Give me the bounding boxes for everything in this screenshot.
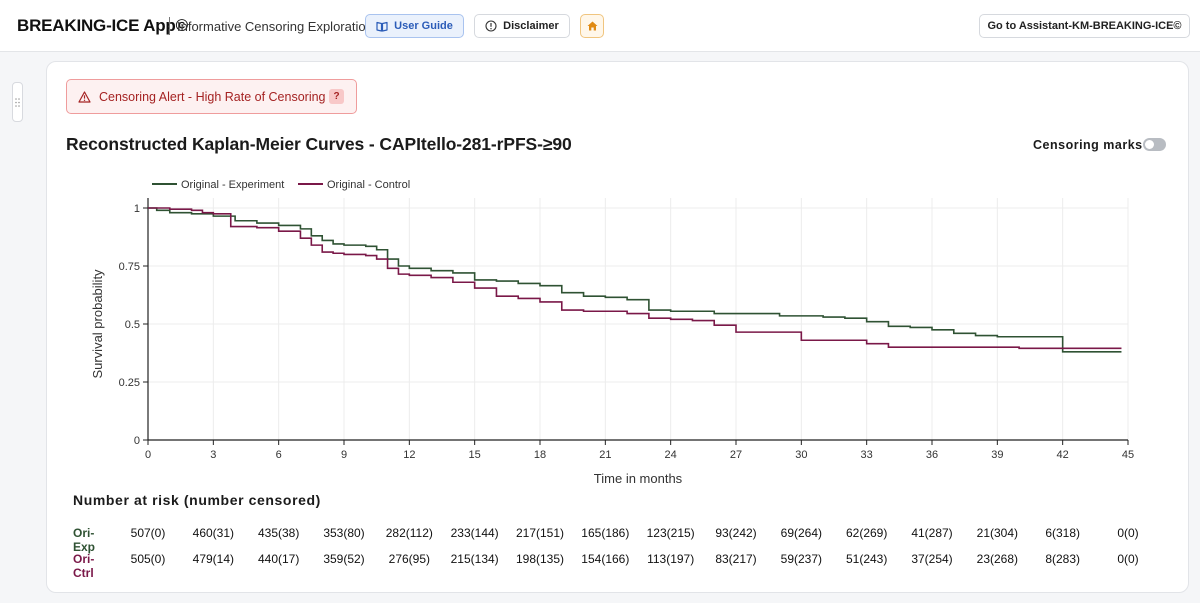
risk-cell: 479(14) <box>192 552 235 566</box>
user-guide-label: User Guide <box>394 20 453 32</box>
km-plot: 0 3 6 9 12 15 18 21 24 27 30 33 36 39 42 45 0 0.25 0.5 0.75… <box>80 170 1150 500</box>
title-divider <box>169 17 170 35</box>
x-tick-label: 6 <box>276 449 282 461</box>
risk-cell: 41(287) <box>911 526 953 540</box>
x-tick-label: 15 <box>469 449 481 461</box>
risk-cell: 435(38) <box>257 526 300 540</box>
y-tick-label: 0.25 <box>119 377 140 389</box>
risk-cell: 62(269) <box>845 526 888 540</box>
risk-row-label: Ori-Ctrl <box>73 552 95 580</box>
alert-text: Censoring Alert - High Rate of Censoring <box>99 89 326 104</box>
drag-grip-icon <box>15 97 20 107</box>
y-tick-label: 0.75 <box>119 261 140 273</box>
risk-row-label: Ori-Exp <box>73 526 96 554</box>
risk-cell: 93(242) <box>715 526 757 540</box>
risk-cell: 359(52) <box>323 552 365 566</box>
risk-cell: 460(31) <box>192 526 235 540</box>
risk-cell: 440(17) <box>257 552 300 566</box>
top-bar: BREAKING-ICE App© Informative Censoring … <box>0 0 1200 52</box>
info-circle-icon <box>485 20 497 32</box>
experiment-curve <box>148 207 1122 353</box>
assistant-button[interactable]: Go to Assistant-KM-BREAKING-ICE© <box>979 14 1190 38</box>
y-tick-label: 1 <box>134 203 140 215</box>
risk-cell: 282(112) <box>385 526 433 540</box>
risk-cell: 505(0) <box>130 552 166 566</box>
risk-cell: 83(217) <box>715 552 757 566</box>
x-tick-label: 18 <box>534 449 546 461</box>
x-tick-label: 0 <box>145 449 151 461</box>
risk-cell: 8(283) <box>1045 552 1080 566</box>
x-tick-label: 27 <box>730 449 742 461</box>
risk-cell: 6(318) <box>1045 526 1080 540</box>
legend-control: Original - Control <box>327 179 410 191</box>
risk-table-title: Number at risk (number censored) <box>73 492 321 508</box>
x-axis-label: Time in months <box>594 471 683 486</box>
y-tick-label: 0.5 <box>125 319 140 331</box>
risk-cell: 353(80) <box>323 526 365 540</box>
control-curve <box>148 207 1122 350</box>
risk-cell: 198(135) <box>515 552 565 566</box>
risk-cell: 21(304) <box>976 526 1019 540</box>
x-tick-label: 12 <box>403 449 415 461</box>
km-chart-svg: 0 3 6 9 12 15 18 21 24 27 30 33 36 39 42 4500.250.50.75… <box>90 179 1134 486</box>
x-tick-label: 30 <box>795 449 807 461</box>
x-tick-label: 24 <box>665 449 677 461</box>
risk-cell: 59(237) <box>780 552 823 566</box>
risk-cell: 154(166) <box>581 552 630 566</box>
warning-triangle-icon <box>78 90 91 103</box>
risk-cell: 507(0) <box>130 526 166 540</box>
x-tick-label: 33 <box>861 449 873 461</box>
chart-title: Reconstructed Kaplan-Meier Curves - CAPI… <box>66 134 572 154</box>
censoring-alert: Censoring Alert - High Rate of Censoring… <box>66 79 357 114</box>
risk-cell: 276(95) <box>388 552 431 566</box>
main-panel <box>46 61 1189 593</box>
legend-experiment: Original - Experiment <box>181 179 284 191</box>
y-axis-label: Survival probability <box>90 269 105 379</box>
toggle-knob <box>1145 140 1154 149</box>
user-guide-button[interactable]: User Guide <box>365 14 464 38</box>
x-tick-label: 39 <box>991 449 1003 461</box>
risk-cell: 0(0) <box>1117 552 1139 566</box>
censoring-marks-toggle[interactable] <box>1143 138 1166 151</box>
risk-cell: 165(186) <box>581 526 630 540</box>
home-button[interactable] <box>580 14 604 38</box>
risk-cell: 69(264) <box>780 526 823 540</box>
app-title: BREAKING-ICE App© <box>17 16 188 35</box>
risk-cell: 0(0) <box>1117 526 1139 540</box>
sidebar-drag-handle[interactable] <box>12 82 23 122</box>
risk-cell: 37(254) <box>911 552 953 566</box>
risk-cell: 23(268) <box>976 552 1019 566</box>
alert-help-button[interactable]: ? <box>329 89 344 104</box>
x-tick-label: 21 <box>599 449 611 461</box>
risk-cell: 217(151) <box>515 526 565 540</box>
x-tick-label: 36 <box>926 449 938 461</box>
risk-cell: 113(197) <box>647 552 695 566</box>
x-tick-label: 3 <box>210 449 216 461</box>
disclaimer-label: Disclaimer <box>503 20 559 32</box>
risk-cell: 215(134) <box>450 552 499 566</box>
x-tick-label: 45 <box>1122 449 1134 461</box>
risk-cell: 233(144) <box>450 526 499 540</box>
risk-cell: 51(243) <box>845 552 888 566</box>
censoring-marks-label: Censoring marks <box>1033 138 1143 152</box>
app-subtitle: Informative Censoring Exploration <box>177 19 373 34</box>
y-tick-label: 0 <box>134 435 140 447</box>
book-icon <box>376 21 388 32</box>
x-tick-label: 9 <box>341 449 347 461</box>
home-icon <box>587 21 597 31</box>
disclaimer-button[interactable]: Disclaimer <box>474 14 570 38</box>
x-tick-label: 42 <box>1057 449 1069 461</box>
risk-cell: 123(215) <box>646 526 695 540</box>
